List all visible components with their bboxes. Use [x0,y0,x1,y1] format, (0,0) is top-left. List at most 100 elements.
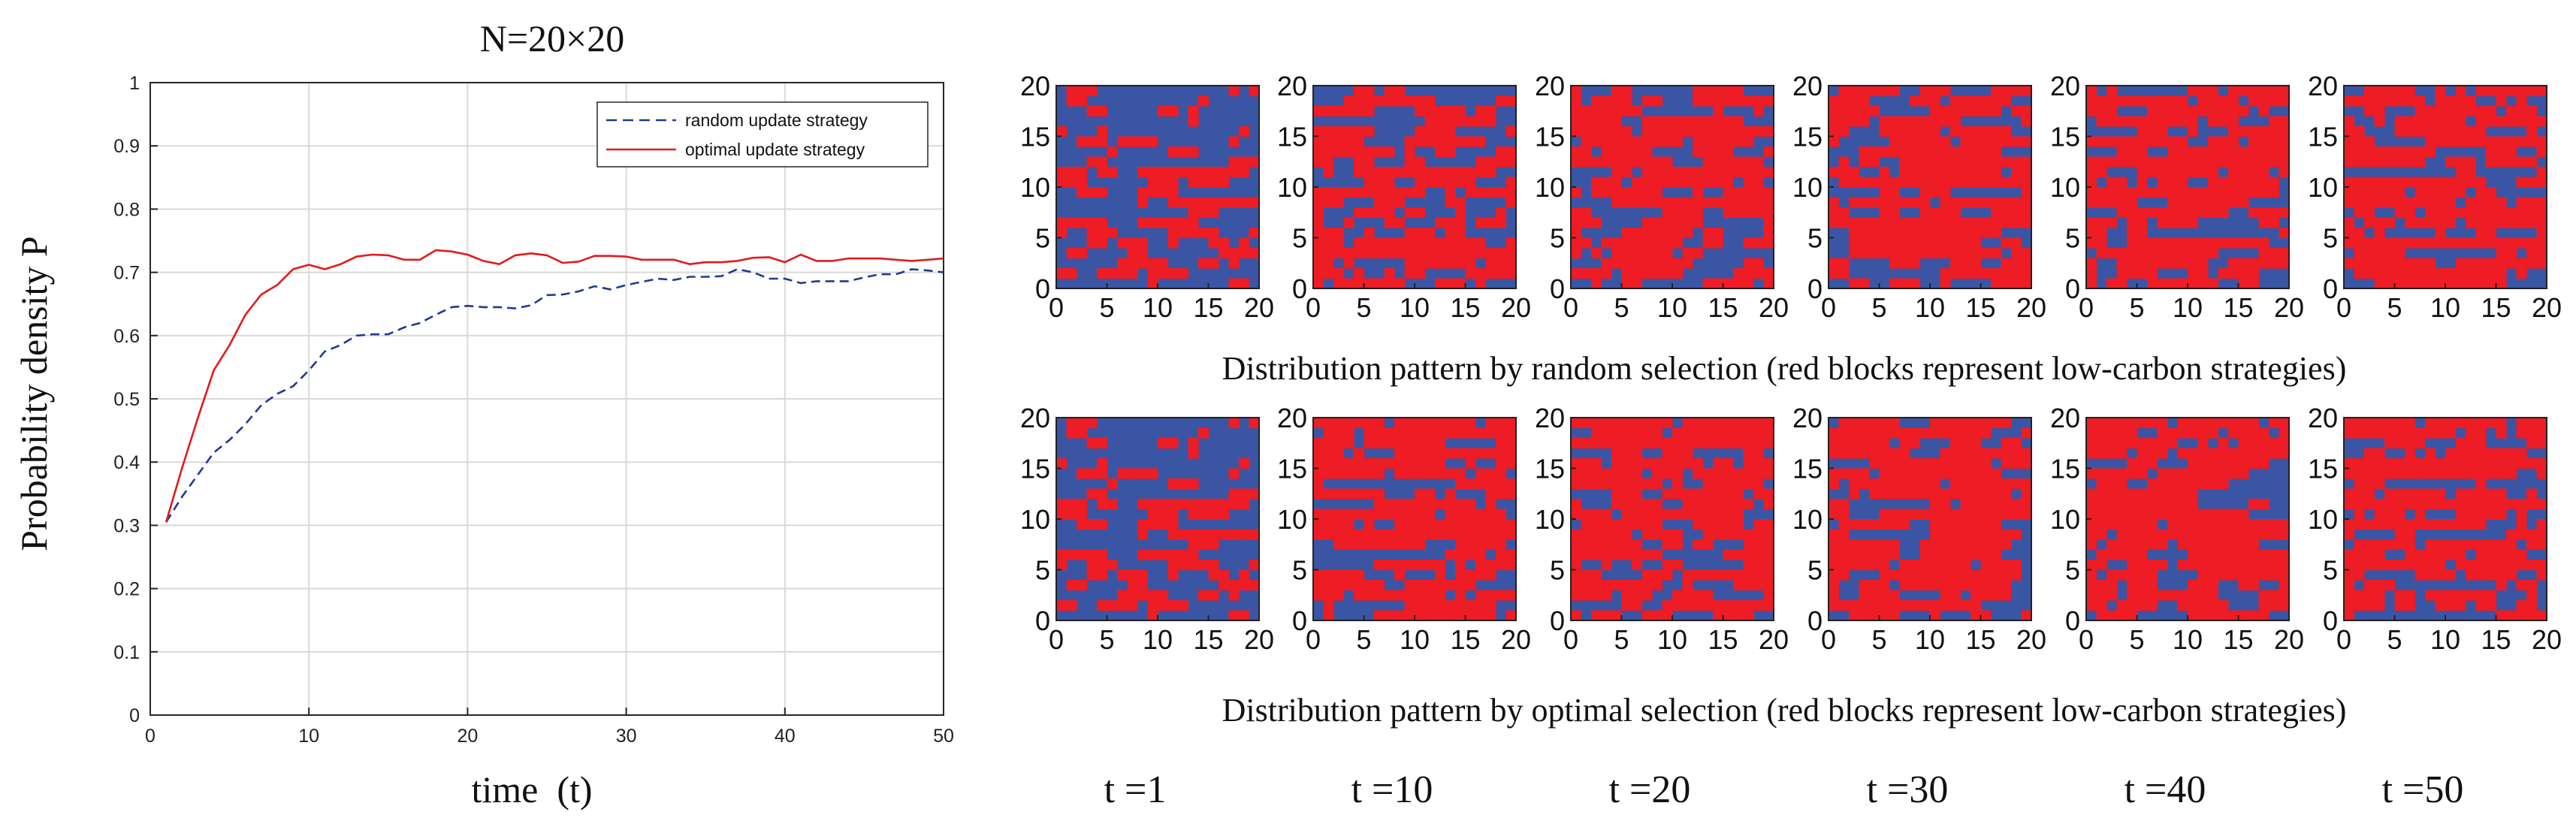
low-carbon-cell [1571,468,1582,479]
low-carbon-cell [2147,539,2158,551]
low-carbon-cell [1581,539,1592,551]
low-carbon-cell [1455,448,1466,459]
low-carbon-cell [1323,197,1334,208]
low-carbon-cell [1445,519,1456,530]
low-carbon-cell [1713,529,1724,540]
low-carbon-cell [2425,116,2436,127]
low-carbon-cell [1581,569,1592,581]
low-carbon-cell [1445,418,1456,429]
low-carbon-cell [2516,509,2527,520]
low-carbon-cell [2218,519,2229,530]
y-tick-label: 0.2 [113,579,140,600]
low-carbon-cell [1208,569,1219,581]
low-carbon-cell [1571,146,1582,158]
low-carbon-cell [1404,95,1415,107]
low-carbon-cell [2086,258,2097,269]
low-carbon-cell [2405,156,2416,168]
low-carbon-cell [2506,248,2517,259]
low-carbon-cell [1415,207,1426,219]
low-carbon-cell [1971,478,1982,490]
low-carbon-cell [2394,539,2405,551]
low-carbon-cell [1849,116,1860,127]
low-carbon-cell [1971,217,1982,228]
low-carbon-cell [2269,600,2280,611]
low-carbon-cell [2475,519,2487,530]
low-carbon-cell [1991,95,2002,107]
low-carbon-cell [2248,529,2260,540]
low-carbon-cell [2086,106,2097,117]
low-carbon-cell [1056,549,1068,560]
low-carbon-cell [1313,187,1324,198]
low-carbon-cell [1980,519,1992,530]
low-carbon-cell [1723,278,1734,289]
low-carbon-cell [1571,268,1582,279]
low-carbon-cell [1455,427,1466,439]
low-carbon-cell [2106,86,2118,97]
low-carbon-cell [1910,427,1921,439]
low-carbon-cell [1723,146,1734,158]
low-carbon-cell [1859,146,1870,158]
low-carbon-cell [2147,95,2158,107]
low-carbon-cell [1323,228,1334,239]
low-carbon-cell [1496,248,1507,259]
low-carbon-cell [2455,86,2466,97]
low-carbon-cell [1899,116,1910,127]
low-carbon-cell [1838,86,1850,97]
low-carbon-cell [1086,549,1098,560]
heatmap-y-tick-label: 5 [1807,555,1823,586]
low-carbon-cell [2486,549,2497,560]
low-carbon-cell [2435,207,2446,219]
low-carbon-cell [1743,136,1754,147]
low-carbon-cell [2096,136,2107,147]
low-carbon-cell [2218,560,2229,571]
low-carbon-cell [2496,156,2507,168]
low-carbon-cell [2394,488,2405,500]
heatmap-y-tick-label: 10 [2050,172,2080,203]
low-carbon-cell [1971,448,1982,459]
low-carbon-cell [2147,438,2158,449]
heatmap-x-tick-label: 20 [2532,624,2562,655]
low-carbon-cell [2466,197,2477,208]
low-carbon-cell [1652,136,1663,147]
low-carbon-cell [1991,529,2002,540]
low-carbon-cell [1713,278,1724,289]
low-carbon-cell [1228,580,1240,591]
low-carbon-cell [1693,539,1704,551]
low-carbon-cell [1496,156,1507,168]
low-carbon-cell [1086,136,1098,147]
low-carbon-cell [1066,580,1077,591]
low-carbon-cell [1228,418,1240,429]
low-carbon-cell [1859,156,1870,168]
low-carbon-cell [2506,217,2517,228]
low-carbon-cell [1611,539,1623,551]
low-carbon-cell [2238,539,2249,551]
low-carbon-cell [2435,86,2446,97]
low-carbon-cell [1496,549,1507,560]
low-carbon-cell [2364,549,2375,560]
low-carbon-cell [2188,448,2199,459]
low-carbon-cell [2188,509,2199,520]
low-carbon-cell [1198,499,1209,510]
low-carbon-cell [2445,448,2457,459]
low-carbon-cell [1632,560,1643,571]
low-carbon-cell [2157,488,2168,500]
low-carbon-cell [1056,167,1068,178]
low-carbon-cell [2197,468,2209,479]
low-carbon-cell [1879,116,1890,127]
low-carbon-cell [2466,488,2477,500]
low-carbon-cell [2526,248,2538,259]
low-carbon-cell [1733,499,1744,510]
low-carbon-cell [2445,468,2457,479]
low-carbon-cell [1869,106,1880,117]
low-carbon-cell [2228,136,2239,147]
low-carbon-cell [1465,237,1476,249]
low-carbon-cell [2218,468,2229,479]
low-carbon-cell [2394,156,2405,168]
low-carbon-cell [1363,228,1375,239]
low-carbon-cell [2218,197,2229,208]
low-carbon-cell [1496,207,1507,219]
low-carbon-cell [2364,106,2375,117]
low-carbon-cell [1889,448,1901,459]
